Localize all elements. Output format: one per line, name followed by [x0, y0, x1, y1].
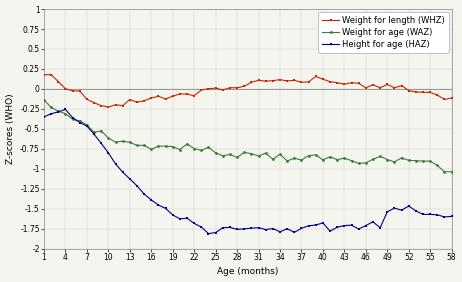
- Weight for length (WHZ): [156, 95, 161, 98]
- Weight for age (WAZ): [449, 170, 455, 173]
- Weight for age (WAZ): [435, 164, 440, 167]
- Height for age (HAZ): [435, 213, 440, 217]
- Weight for age (WAZ): [134, 144, 140, 147]
- Height for age (HAZ): [449, 215, 455, 218]
- Weight for length (WHZ): [106, 105, 111, 109]
- Weight for age (WAZ): [313, 153, 318, 157]
- Line: Weight for length (WHZ): Weight for length (WHZ): [43, 73, 453, 108]
- Y-axis label: Z-scores (WHO): Z-scores (WHO): [6, 94, 15, 164]
- Line: Weight for age (WAZ): Weight for age (WAZ): [43, 99, 453, 173]
- Line: Height for age (HAZ): Height for age (HAZ): [43, 108, 453, 235]
- Height for age (HAZ): [399, 208, 404, 212]
- Weight for length (WHZ): [41, 73, 47, 76]
- Weight for age (WAZ): [41, 98, 47, 102]
- Weight for length (WHZ): [399, 84, 404, 87]
- Weight for length (WHZ): [148, 96, 154, 100]
- X-axis label: Age (months): Age (months): [217, 267, 279, 276]
- Height for age (HAZ): [41, 115, 47, 118]
- Height for age (HAZ): [356, 227, 361, 231]
- Weight for age (WAZ): [384, 158, 390, 161]
- Legend: Weight for length (WHZ), Weight for age (WAZ), Height for age (HAZ): Weight for length (WHZ), Weight for age …: [318, 12, 449, 53]
- Weight for length (WHZ): [435, 93, 440, 97]
- Height for age (HAZ): [327, 229, 333, 233]
- Height for age (HAZ): [148, 198, 154, 202]
- Height for age (HAZ): [141, 192, 147, 196]
- Height for age (HAZ): [206, 232, 211, 235]
- Weight for length (WHZ): [356, 82, 361, 85]
- Weight for age (WAZ): [141, 144, 147, 147]
- Weight for length (WHZ): [49, 73, 54, 76]
- Weight for age (WAZ): [341, 157, 347, 160]
- Weight for length (WHZ): [327, 80, 333, 83]
- Height for age (HAZ): [63, 108, 68, 111]
- Weight for length (WHZ): [449, 96, 455, 100]
